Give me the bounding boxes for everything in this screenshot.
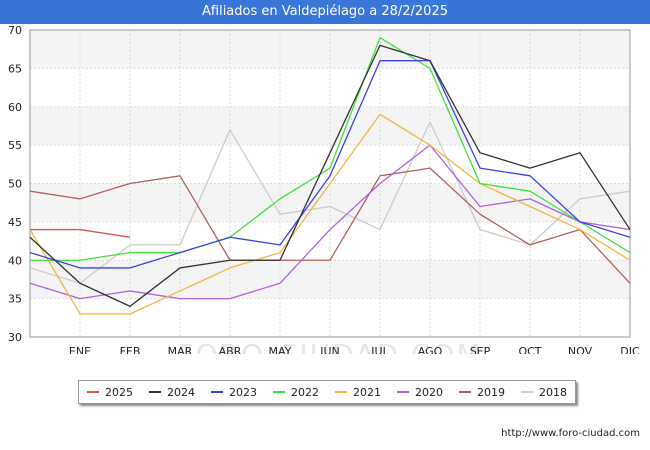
legend-item-2020: 2020 xyxy=(397,386,443,399)
x-tick-label: AGO xyxy=(418,345,443,354)
legend-item-2023: 2023 xyxy=(211,386,257,399)
legend-swatch xyxy=(273,391,285,393)
y-tick-label: 50 xyxy=(8,178,22,191)
x-tick-label: ENE xyxy=(69,345,91,354)
plot-area xyxy=(29,29,631,338)
legend-swatch xyxy=(87,391,99,393)
y-tick-label: 40 xyxy=(8,254,22,267)
series-line-2022 xyxy=(30,37,631,261)
x-tick-label: DIC xyxy=(620,345,640,354)
legend-swatch xyxy=(335,391,347,393)
series-line-2023 xyxy=(29,60,631,269)
legend-swatch xyxy=(149,391,161,393)
series-line-2019 xyxy=(29,167,631,284)
chart-title: Afiliados en Valdepiélago a 28/2/2025 xyxy=(0,0,650,24)
x-tick-label: JUL xyxy=(370,345,389,354)
x-tick-label: SEP xyxy=(470,345,491,354)
legend-swatch xyxy=(397,391,409,393)
y-tick-label: 45 xyxy=(8,216,22,229)
series-line-2020 xyxy=(29,144,631,300)
line-chart: FORO-CIUDAD.COM 30 35 40 45 50 55 60 65 70 ENE FE… xyxy=(8,24,640,354)
y-tick-label: 60 xyxy=(8,101,22,114)
legend-swatch xyxy=(211,391,223,393)
legend-item-2021: 2021 xyxy=(335,386,381,399)
legend-swatch xyxy=(521,391,533,393)
grid-band xyxy=(30,30,630,69)
legend: 2025 2024 2023 2022 2021 2020 2019 2018 xyxy=(78,380,576,404)
x-axis: ENE FEB MAR ABR MAY JUN JUL AGO SEP OCT NOV DIC xyxy=(69,345,640,354)
y-tick-label: 55 xyxy=(8,139,22,152)
watermark: FORO-CIUDAD.COM xyxy=(177,338,482,354)
series-line-2024 xyxy=(29,44,631,307)
x-tick-label: MAY xyxy=(269,345,292,354)
legend-item-2022: 2022 xyxy=(273,386,319,399)
x-tick-label: NOV xyxy=(568,345,593,354)
x-tick-label: ABR xyxy=(219,345,242,354)
legend-label: 2022 xyxy=(291,385,319,399)
y-tick-label: 65 xyxy=(8,62,22,75)
legend-swatch xyxy=(459,391,471,393)
y-tick-label: 35 xyxy=(8,293,22,306)
legend-label: 2018 xyxy=(539,385,567,399)
x-tick-label: JUN xyxy=(319,345,340,354)
series-lines xyxy=(29,37,631,315)
series-line-2025 xyxy=(30,228,131,238)
x-tick-label: OCT xyxy=(518,345,541,354)
legend-label: 2019 xyxy=(477,385,505,399)
legend-item-2018: 2018 xyxy=(521,386,567,399)
series-line-2021 xyxy=(29,113,631,315)
y-tick-label: 70 xyxy=(8,24,22,37)
legend-item-2019: 2019 xyxy=(459,386,505,399)
x-tick-label: FEB xyxy=(120,345,141,354)
legend-label: 2021 xyxy=(353,385,381,399)
legend-label: 2020 xyxy=(415,385,443,399)
source-url: http://www.foro-ciudad.com xyxy=(501,428,640,439)
legend-item-2024: 2024 xyxy=(149,386,195,399)
x-tick-label: MAR xyxy=(168,345,193,354)
y-tick-label: 30 xyxy=(8,331,22,344)
y-axis: 30 35 40 45 50 55 60 65 70 xyxy=(8,24,22,344)
legend-label: 2023 xyxy=(229,385,257,399)
legend-item-2025: 2025 xyxy=(87,386,133,399)
legend-label: 2024 xyxy=(167,385,195,399)
legend-label: 2025 xyxy=(105,385,133,399)
